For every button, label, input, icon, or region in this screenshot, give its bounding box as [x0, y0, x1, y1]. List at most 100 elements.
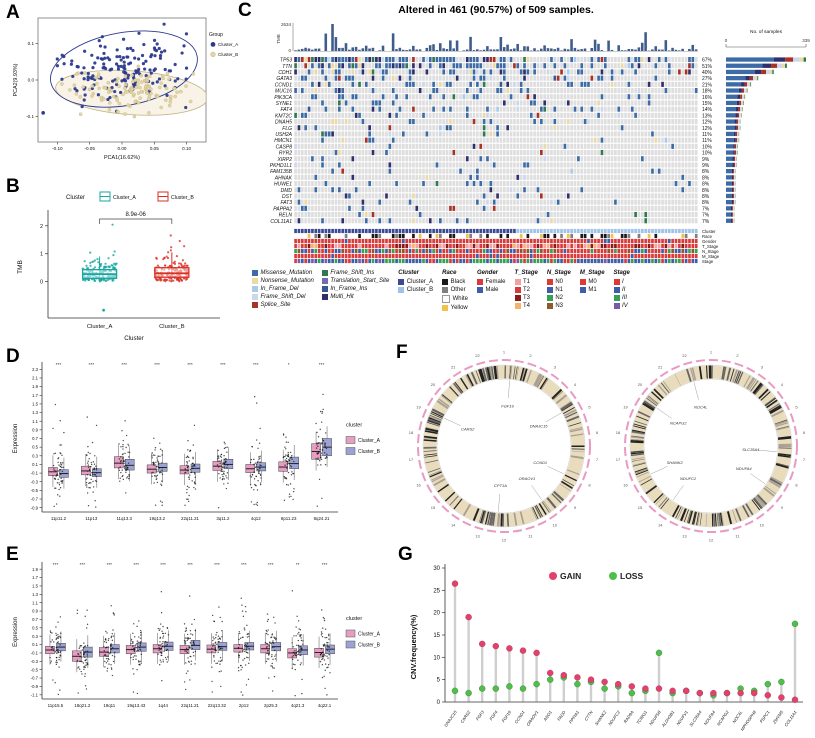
svg-text:Cluster_B: Cluster_B	[159, 324, 185, 330]
pca-points	[50, 22, 206, 119]
svg-text:7%: 7%	[702, 206, 710, 212]
legend-group-title: N_Stage	[546, 270, 571, 276]
legend-label: M1	[588, 287, 597, 293]
svg-text:67%: 67%	[702, 58, 713, 64]
legend-swatch	[613, 295, 620, 301]
legend-group-title: Cluster	[398, 270, 419, 276]
legend-item: Frame_Shift_Del	[252, 294, 314, 300]
pca-scatter-plot: -0.10 -0.05 0.00 0.05 0.10 -0.1 0.0 0.1 PCA1(16.…	[13, 17, 239, 161]
circos-plots: 12345678910111213141516171819202122CPT1A…	[409, 349, 806, 542]
svg-text:CCND1: CCND1	[275, 82, 292, 88]
svg-text:-0.1: -0.1	[26, 114, 34, 119]
legend-item: II	[613, 287, 630, 293]
legend-item: Translation_Start_Site	[321, 278, 390, 284]
legend-item: In_Frame_Del	[252, 286, 314, 292]
legend-label: N1	[555, 287, 564, 293]
legend-swatch	[252, 294, 258, 300]
legend-label: M0	[588, 279, 597, 285]
legend-label: N0	[555, 279, 564, 285]
svg-text:Race: Race	[702, 234, 713, 239]
legend-swatch	[252, 302, 258, 308]
legend-item: Cluster_B	[398, 287, 433, 293]
svg-text:8%: 8%	[702, 169, 710, 175]
svg-text:DMD: DMD	[281, 188, 293, 194]
legend-swatch	[546, 279, 553, 285]
legend-swatch	[442, 295, 451, 303]
svg-text:Cluster_A: Cluster_A	[87, 324, 113, 330]
legend-item: N3	[546, 303, 571, 309]
panel-label-d: D	[6, 346, 20, 367]
legend-label: II	[622, 287, 626, 293]
legend-swatch	[613, 303, 620, 309]
legend-label: White	[452, 296, 468, 302]
legend-swatch	[321, 278, 328, 284]
svg-text:PCA1(16.62%): PCA1(16.62%)	[104, 155, 140, 161]
svg-text:Cluster: Cluster	[124, 335, 144, 342]
legend-group-cluster: Cluster Cluster_A Cluster_B	[398, 270, 433, 293]
panel-label-f: F	[396, 342, 408, 363]
legend-swatch	[613, 287, 620, 293]
legend-label: Splice_Site	[260, 302, 291, 308]
svg-text:8.9e-06: 8.9e-06	[126, 212, 147, 218]
svg-text:KMT2C: KMT2C	[275, 113, 292, 119]
svg-text:PCA2(9.93%): PCA2(9.93%)	[13, 63, 19, 96]
svg-text:2: 2	[40, 224, 43, 230]
svg-text:PKHD1L1: PKHD1L1	[270, 163, 292, 169]
svg-text:-0.05: -0.05	[84, 146, 95, 151]
legend-group-race: Race Black Other White Yellow	[442, 270, 468, 311]
legend-label: I	[622, 279, 624, 285]
svg-text:40%: 40%	[702, 70, 713, 76]
svg-text:XIRP2: XIRP2	[277, 157, 293, 163]
svg-text:15%: 15%	[702, 101, 713, 107]
legend-item: White	[442, 295, 468, 303]
svg-text:8%: 8%	[702, 194, 710, 200]
svg-text:0.0: 0.0	[28, 78, 35, 83]
svg-text:FAT3: FAT3	[281, 200, 293, 206]
svg-text:9%: 9%	[702, 157, 710, 163]
legend-swatch	[321, 294, 328, 300]
svg-text:Cluster_B: Cluster_B	[218, 52, 238, 57]
panel-f-circos: 1 2 3 4 5 6 7 8 9 10 11 12 13 14 15 16 17 18 19 20 21 22 CPT1A…	[400, 346, 815, 546]
legend-swatch	[321, 286, 328, 292]
svg-text:RYR2: RYR2	[279, 151, 292, 157]
panel-label-e: E	[6, 544, 19, 565]
legend-item: N1	[546, 287, 571, 293]
legend-label: IV	[622, 303, 628, 309]
panel-c-oncoprint: Altered in 461 (90.57%) of 509 samples. …	[250, 4, 812, 344]
svg-text:-0.10: -0.10	[52, 146, 63, 151]
svg-text:MUC16: MUC16	[275, 89, 292, 95]
svg-text:10%: 10%	[702, 151, 713, 157]
legend-label: Male	[485, 287, 499, 293]
svg-text:PAPPA2: PAPPA2	[273, 206, 292, 212]
svg-text:0: 0	[40, 280, 43, 286]
legend-label: Nonsense_Mutation	[260, 278, 314, 284]
circos-plot-1: 12345678910111213141516171819202122CPT1A…	[409, 349, 599, 542]
legend-item: In_Frame_Ins	[321, 286, 389, 292]
svg-text:HMCN1: HMCN1	[274, 138, 292, 144]
circos-plot-2: 12345678910111213141516171819202122SLC35…	[616, 349, 806, 542]
legend-swatch	[546, 287, 553, 293]
legend-label: Female	[485, 279, 506, 285]
legend-group-n_stage: N_Stage N0 N1 N2 N3	[546, 270, 571, 309]
legend-label: Black	[450, 279, 466, 285]
svg-text:N_Stage: N_Stage	[702, 249, 719, 254]
svg-text:TP53: TP53	[280, 58, 292, 64]
legend-item: Missense_Mutation	[252, 270, 314, 276]
panel-label-g: G	[398, 544, 413, 565]
svg-text:FAM135B: FAM135B	[270, 169, 293, 175]
legend-label: N2	[555, 295, 564, 301]
legend-swatch	[442, 279, 449, 285]
svg-text:PIK3CA: PIK3CA	[274, 95, 292, 101]
legend-label: Translation_Start_Site	[330, 278, 390, 284]
svg-text:0.1: 0.1	[28, 41, 35, 46]
legend-label: T1	[523, 279, 531, 285]
svg-text:0.10: 0.10	[182, 146, 191, 151]
panel-b-tmb: 0 1 2 TMB Cluster_A Cluster_B 8.9e-06 Cluster Cl…	[8, 186, 240, 344]
legend-label: Cluster_A	[406, 279, 434, 285]
svg-text:DST: DST	[282, 194, 293, 200]
legend-label: N3	[555, 303, 564, 309]
oncoprint-title: Altered in 461 (90.57%) of 509 samples.	[398, 4, 594, 16]
svg-text:7%: 7%	[702, 213, 710, 219]
panel-a-pca: -0.10 -0.05 0.00 0.05 0.10 -0.1 0.0 0.1 PCA1(16.…	[8, 8, 240, 178]
